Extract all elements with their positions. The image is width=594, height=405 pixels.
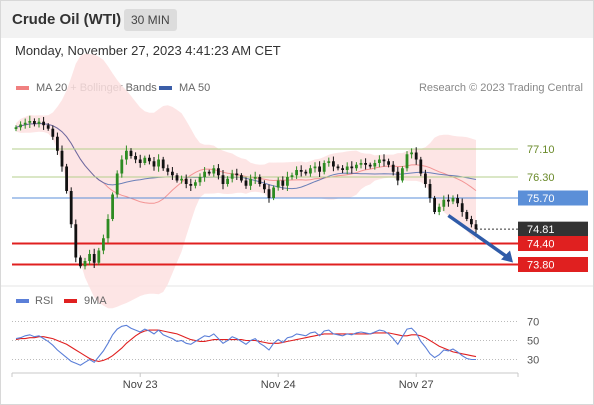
timestamp: Monday, November 27, 2023 4:41:23 AM CET bbox=[15, 43, 281, 58]
header-bar bbox=[1, 1, 593, 38]
bollinger-swatch bbox=[16, 86, 29, 90]
instrument-title: Crude Oil (WTI) bbox=[12, 11, 122, 28]
interval-badge[interactable]: 30 MIN bbox=[124, 9, 177, 31]
legend-label-bollinger: MA 20 + Bollinger Bands bbox=[36, 82, 157, 94]
legend-item-ma50: MA 50 bbox=[159, 82, 210, 94]
legend-label-ma50: MA 50 bbox=[179, 82, 211, 94]
legend-item-bollinger: MA 20 + Bollinger Bands bbox=[16, 82, 157, 94]
credit-text: Research © 2023 Trading Central bbox=[418, 82, 583, 94]
ma50-swatch bbox=[159, 86, 172, 90]
